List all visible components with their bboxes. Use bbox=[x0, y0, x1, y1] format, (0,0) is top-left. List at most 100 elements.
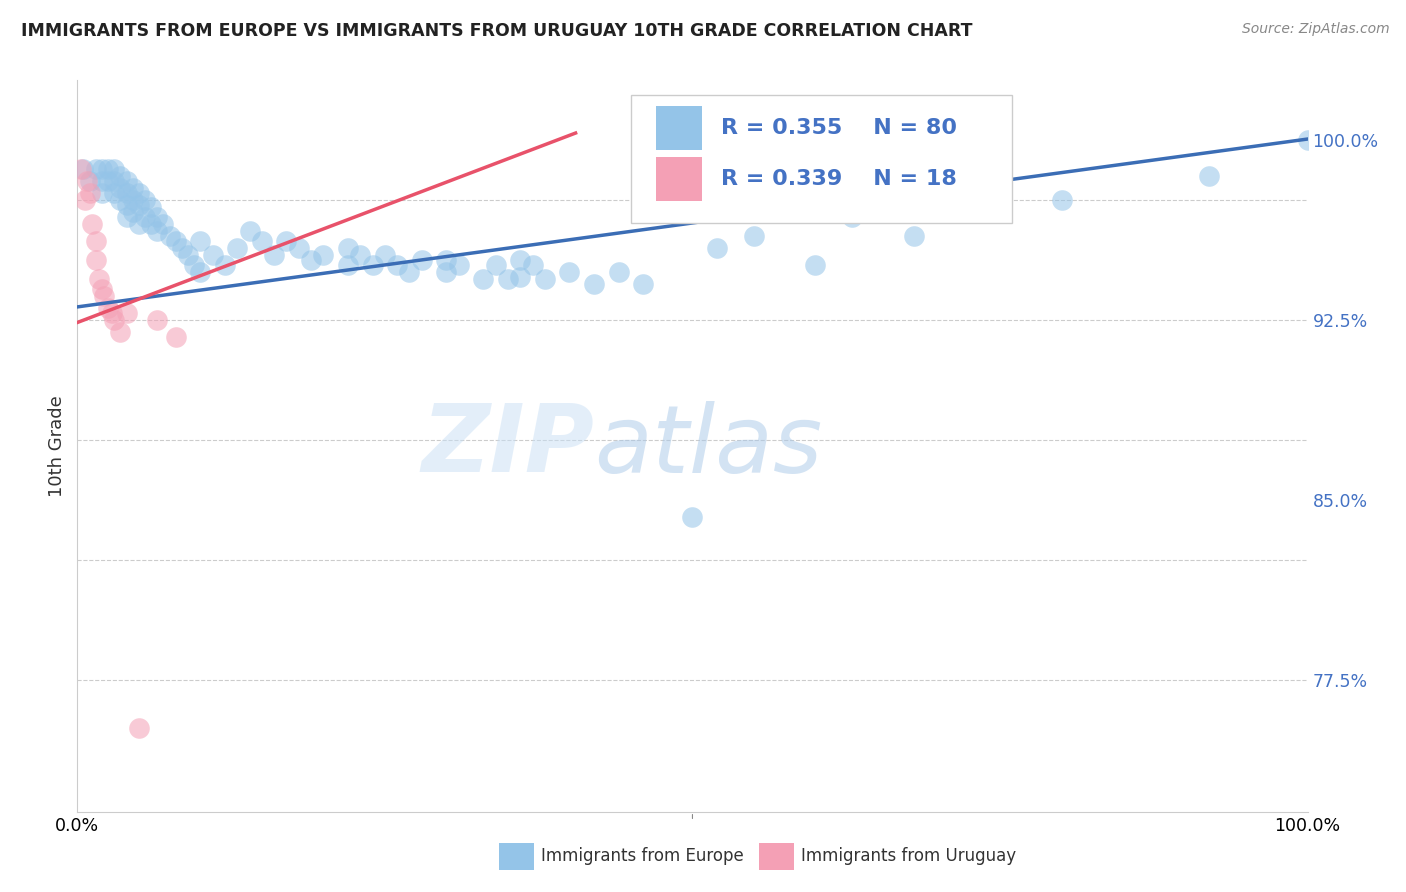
Point bbox=[1050, 193, 1073, 207]
Point bbox=[558, 265, 581, 279]
Text: R = 0.355    N = 80: R = 0.355 N = 80 bbox=[721, 118, 956, 138]
Point bbox=[128, 721, 150, 735]
Text: Immigrants from Uruguay: Immigrants from Uruguay bbox=[801, 847, 1017, 865]
Point bbox=[115, 186, 138, 200]
Text: ZIP: ZIP bbox=[422, 400, 595, 492]
Bar bbox=[655, 106, 703, 150]
Point bbox=[288, 241, 311, 255]
Point bbox=[804, 258, 827, 272]
Point bbox=[337, 258, 360, 272]
Point bbox=[121, 181, 143, 195]
Point bbox=[97, 161, 120, 176]
Point bbox=[170, 241, 193, 255]
Point bbox=[374, 248, 396, 262]
Point bbox=[312, 248, 335, 262]
Point bbox=[128, 217, 150, 231]
Point bbox=[436, 253, 458, 268]
Point bbox=[93, 289, 115, 303]
Point bbox=[141, 200, 163, 214]
Y-axis label: 10th Grade: 10th Grade bbox=[48, 395, 66, 497]
Point bbox=[110, 325, 132, 339]
Text: R = 0.339    N = 18: R = 0.339 N = 18 bbox=[721, 169, 956, 189]
Point bbox=[841, 210, 863, 224]
Point bbox=[633, 277, 655, 292]
Point bbox=[84, 161, 107, 176]
Point bbox=[436, 265, 458, 279]
Point bbox=[903, 229, 925, 244]
Point bbox=[128, 186, 150, 200]
Point bbox=[103, 186, 125, 200]
Point bbox=[128, 198, 150, 212]
Point bbox=[214, 258, 236, 272]
Point bbox=[103, 313, 125, 327]
Point bbox=[134, 193, 156, 207]
Point bbox=[201, 248, 224, 262]
Point bbox=[103, 161, 125, 176]
Point bbox=[965, 186, 987, 200]
Bar bbox=[655, 157, 703, 201]
Point bbox=[90, 161, 114, 176]
Point bbox=[706, 241, 728, 255]
Point bbox=[337, 241, 360, 255]
Point bbox=[146, 313, 169, 327]
Point bbox=[509, 253, 531, 268]
Point bbox=[110, 193, 132, 207]
Point bbox=[97, 301, 120, 315]
Point bbox=[79, 174, 101, 188]
Point bbox=[110, 181, 132, 195]
Point bbox=[534, 272, 557, 286]
Point bbox=[177, 248, 200, 262]
Point bbox=[607, 265, 630, 279]
Point bbox=[115, 174, 138, 188]
Point bbox=[90, 282, 114, 296]
Point bbox=[188, 234, 212, 248]
Point bbox=[411, 253, 433, 268]
Point bbox=[146, 210, 169, 224]
Point bbox=[103, 174, 125, 188]
Point bbox=[583, 277, 606, 292]
Point bbox=[509, 269, 531, 284]
Point bbox=[121, 205, 143, 219]
Point bbox=[76, 174, 98, 188]
Text: IMMIGRANTS FROM EUROPE VS IMMIGRANTS FROM URUGUAY 10TH GRADE CORRELATION CHART: IMMIGRANTS FROM EUROPE VS IMMIGRANTS FRO… bbox=[21, 22, 973, 40]
Point bbox=[115, 306, 138, 320]
Point bbox=[121, 193, 143, 207]
Point bbox=[385, 258, 409, 272]
Point bbox=[682, 509, 704, 524]
Point bbox=[90, 174, 114, 188]
Point bbox=[141, 217, 163, 231]
Point bbox=[276, 234, 298, 248]
Point bbox=[79, 186, 101, 200]
Point bbox=[183, 258, 205, 272]
Point bbox=[349, 248, 371, 262]
Point bbox=[90, 186, 114, 200]
Text: atlas: atlas bbox=[595, 401, 823, 491]
Point bbox=[1198, 169, 1220, 184]
Text: Source: ZipAtlas.com: Source: ZipAtlas.com bbox=[1241, 22, 1389, 37]
Point bbox=[485, 258, 508, 272]
Point bbox=[496, 272, 519, 286]
Point bbox=[97, 174, 120, 188]
Point bbox=[89, 272, 111, 286]
Point bbox=[165, 330, 187, 344]
Point bbox=[226, 241, 249, 255]
Point bbox=[742, 229, 765, 244]
Point bbox=[299, 253, 322, 268]
Point bbox=[101, 306, 124, 320]
Point bbox=[146, 224, 169, 238]
Point bbox=[239, 224, 262, 238]
Point bbox=[250, 234, 273, 248]
Point bbox=[115, 210, 138, 224]
Point bbox=[398, 265, 420, 279]
Text: Immigrants from Europe: Immigrants from Europe bbox=[541, 847, 744, 865]
Point bbox=[159, 229, 181, 244]
Point bbox=[82, 217, 104, 231]
Point bbox=[110, 169, 132, 184]
Point bbox=[472, 272, 495, 286]
Point bbox=[72, 161, 94, 176]
Point bbox=[84, 234, 107, 248]
Point bbox=[263, 248, 285, 262]
Point bbox=[1296, 133, 1319, 147]
Point bbox=[152, 217, 174, 231]
Point bbox=[165, 234, 187, 248]
